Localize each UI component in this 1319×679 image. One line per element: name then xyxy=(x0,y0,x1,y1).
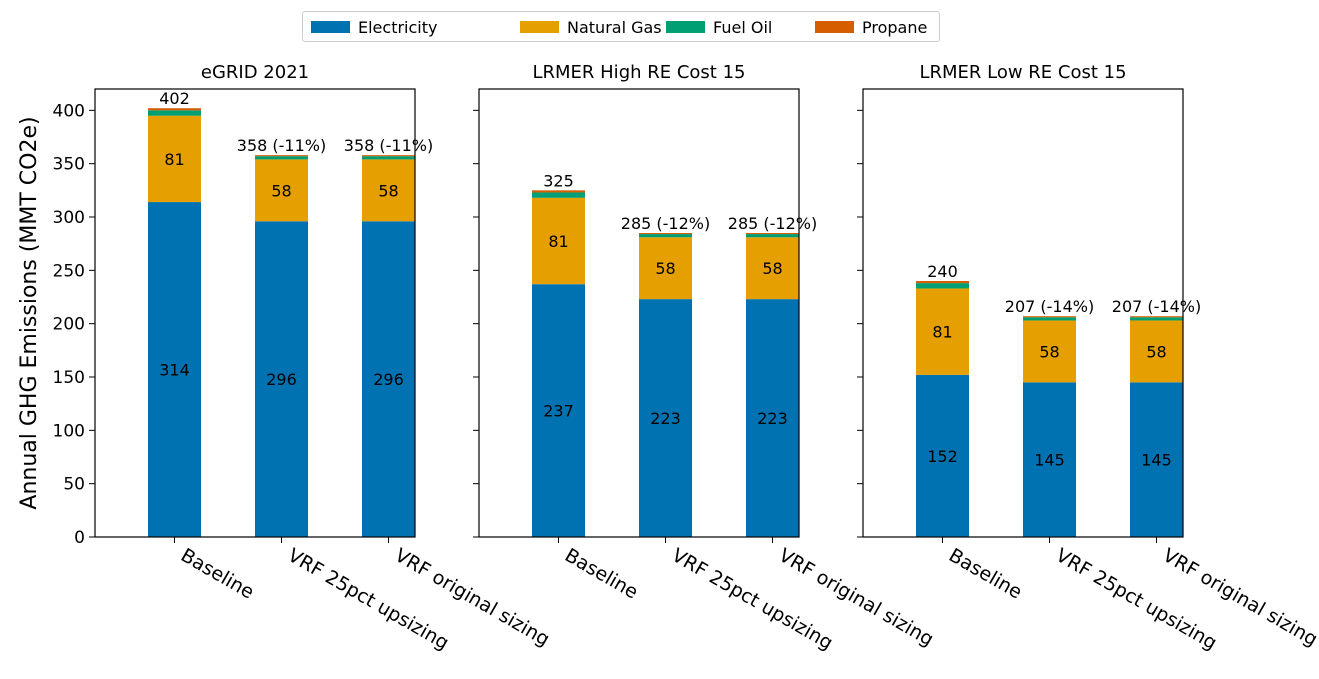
segment-label: 58 xyxy=(1039,342,1059,361)
bar-segment-natural-gas xyxy=(746,237,799,300)
segment-label: 223 xyxy=(650,409,681,428)
bar-segment-fuel-oil xyxy=(916,283,969,289)
segment-label: 58 xyxy=(271,181,291,200)
total-label: 325 xyxy=(543,171,574,190)
y-tick-label: 150 xyxy=(53,368,85,388)
segment-label: 145 xyxy=(1034,451,1065,470)
legend xyxy=(302,11,940,42)
segment-label: 237 xyxy=(543,402,574,421)
y-tick-label: 250 xyxy=(53,261,85,281)
bar-segment-fuel-oil xyxy=(639,234,692,238)
legend-label: Electricity xyxy=(358,18,437,37)
y-tick-label: 300 xyxy=(53,208,85,228)
bar-segment-propane xyxy=(639,233,692,235)
bar-segment-propane xyxy=(1023,316,1076,318)
panel-title: LRMER High RE Cost 15 xyxy=(532,62,745,83)
total-label: 240 xyxy=(927,262,958,281)
bar-segment-propane xyxy=(255,155,308,157)
y-tick-label: 400 xyxy=(53,101,85,121)
bar-segment-electricity xyxy=(148,202,201,538)
bar-segment-fuel-oil xyxy=(746,234,799,238)
bar-segment-fuel-oil xyxy=(255,156,308,160)
y-tick-label: 200 xyxy=(53,315,85,335)
bar-segment-electricity xyxy=(916,374,969,537)
segment-label: 296 xyxy=(266,370,297,389)
bar-segment-electricity xyxy=(255,221,308,537)
segment-label: 223 xyxy=(757,409,788,428)
bar-segment-natural-gas xyxy=(1023,320,1076,383)
legend-swatch xyxy=(815,21,854,33)
legend-swatch xyxy=(666,21,705,33)
x-tick-label: Baseline xyxy=(561,544,642,603)
bar-segment-electricity xyxy=(362,221,415,537)
segment-label: 145 xyxy=(1141,451,1172,470)
y-axis-label: Annual GHG Emissions (MMT CO2e) xyxy=(17,116,42,509)
bar-segment-fuel-oil xyxy=(148,110,201,116)
bar-segment-electricity xyxy=(746,299,799,537)
legend-swatch xyxy=(311,21,350,33)
y-tick-label: 350 xyxy=(53,155,85,175)
bar-segment-electricity xyxy=(1023,382,1076,537)
total-label: 358 (-11%) xyxy=(237,136,326,155)
x-tick-label: Baseline xyxy=(945,544,1026,603)
bar-segment-electricity xyxy=(1130,382,1183,537)
bar-segment-propane xyxy=(746,233,799,235)
legend-label: Propane xyxy=(862,18,927,37)
bar-segment-natural-gas xyxy=(639,237,692,300)
segment-label: 58 xyxy=(378,181,398,200)
panel-frame xyxy=(94,88,416,538)
panel-frame xyxy=(478,88,800,538)
segment-label: 314 xyxy=(159,361,190,380)
bar-segment-propane xyxy=(532,190,585,193)
legend-swatch xyxy=(520,21,559,33)
segment-label: 58 xyxy=(762,259,782,278)
bar-segment-propane xyxy=(362,155,415,157)
bar-segment-electricity xyxy=(639,299,692,537)
segment-label: 152 xyxy=(927,447,958,466)
total-label: 285 (-12%) xyxy=(728,214,817,233)
bar-segment-electricity xyxy=(532,284,585,537)
bar-segment-natural-gas xyxy=(1130,320,1183,383)
x-tick-label: Baseline xyxy=(177,544,258,603)
total-label: 207 (-14%) xyxy=(1112,297,1201,316)
segment-label: 81 xyxy=(932,323,952,342)
segment-label: 58 xyxy=(655,259,675,278)
segment-label: 296 xyxy=(373,370,404,389)
segment-label: 58 xyxy=(1146,342,1166,361)
legend-label: Natural Gas xyxy=(567,18,662,37)
total-label: 207 (-14%) xyxy=(1005,297,1094,316)
total-label: 358 (-11%) xyxy=(344,136,433,155)
bar-segment-natural-gas xyxy=(362,159,415,222)
bar-segment-natural-gas xyxy=(916,288,969,375)
bar-segment-natural-gas xyxy=(532,197,585,285)
panel-title: LRMER Low RE Cost 15 xyxy=(919,62,1126,83)
legend-label: Fuel Oil xyxy=(713,18,772,37)
panel-title: eGRID 2021 xyxy=(201,62,309,83)
bar-segment-fuel-oil xyxy=(532,192,585,198)
y-tick-label: 50 xyxy=(63,475,85,495)
segment-label: 81 xyxy=(548,232,568,251)
bar-segment-natural-gas xyxy=(148,115,201,203)
bar-segment-propane xyxy=(148,108,201,111)
total-label: 402 xyxy=(159,89,190,108)
y-tick-label: 100 xyxy=(53,421,85,441)
bar-segment-fuel-oil xyxy=(362,156,415,160)
bar-segment-propane xyxy=(1130,316,1183,318)
bar-segment-natural-gas xyxy=(255,159,308,222)
y-tick-label: 0 xyxy=(74,528,85,548)
bar-segment-fuel-oil xyxy=(1130,317,1183,321)
segment-label: 81 xyxy=(164,150,184,169)
bar-segment-fuel-oil xyxy=(1023,317,1076,321)
panel-frame xyxy=(862,88,1184,538)
total-label: 285 (-12%) xyxy=(621,214,710,233)
bar-segment-propane xyxy=(916,281,969,284)
